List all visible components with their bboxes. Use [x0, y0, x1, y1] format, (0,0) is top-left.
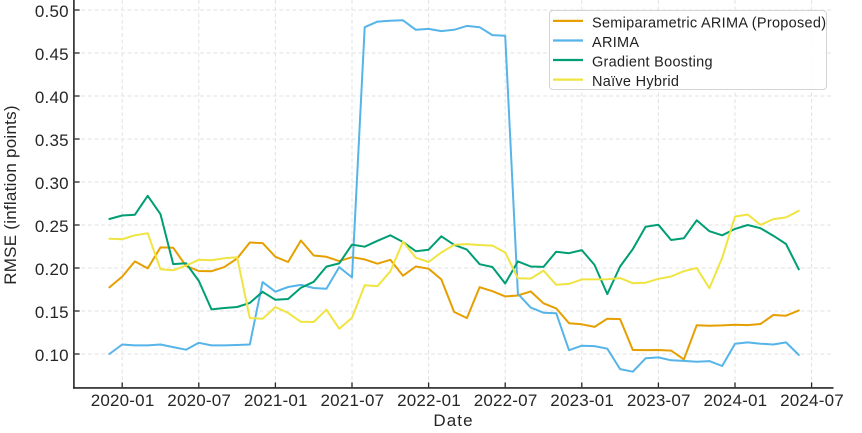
- svg-text:RMSE (inflation points): RMSE (inflation points): [1, 105, 20, 285]
- svg-text:Semiparametric ARIMA (Proposed: Semiparametric ARIMA (Proposed): [592, 15, 826, 31]
- svg-text:0.50: 0.50: [35, 2, 69, 21]
- svg-text:0.30: 0.30: [35, 174, 69, 193]
- svg-text:2021-07: 2021-07: [321, 391, 385, 410]
- svg-text:0.20: 0.20: [35, 260, 69, 279]
- svg-text:2024-01: 2024-01: [704, 391, 768, 410]
- svg-text:2023-01: 2023-01: [550, 391, 614, 410]
- svg-text:Naïve Hybrid: Naïve Hybrid: [592, 74, 679, 90]
- svg-text:0.25: 0.25: [35, 217, 69, 236]
- svg-text:0.10: 0.10: [35, 346, 69, 365]
- svg-text:2024-07: 2024-07: [780, 391, 844, 410]
- svg-text:Date: Date: [433, 411, 473, 430]
- svg-text:0.40: 0.40: [35, 88, 69, 107]
- svg-text:2022-07: 2022-07: [474, 391, 538, 410]
- svg-text:0.15: 0.15: [35, 303, 69, 322]
- svg-text:0.45: 0.45: [35, 45, 69, 64]
- svg-text:2021-01: 2021-01: [244, 391, 308, 410]
- svg-text:2023-07: 2023-07: [627, 391, 691, 410]
- svg-text:0.35: 0.35: [35, 131, 69, 150]
- svg-text:ARIMA: ARIMA: [592, 35, 639, 51]
- svg-text:2020-07: 2020-07: [167, 391, 231, 410]
- svg-text:2020-01: 2020-01: [91, 391, 155, 410]
- svg-text:2022-01: 2022-01: [397, 391, 461, 410]
- svg-text:Gradient Boosting: Gradient Boosting: [592, 54, 713, 70]
